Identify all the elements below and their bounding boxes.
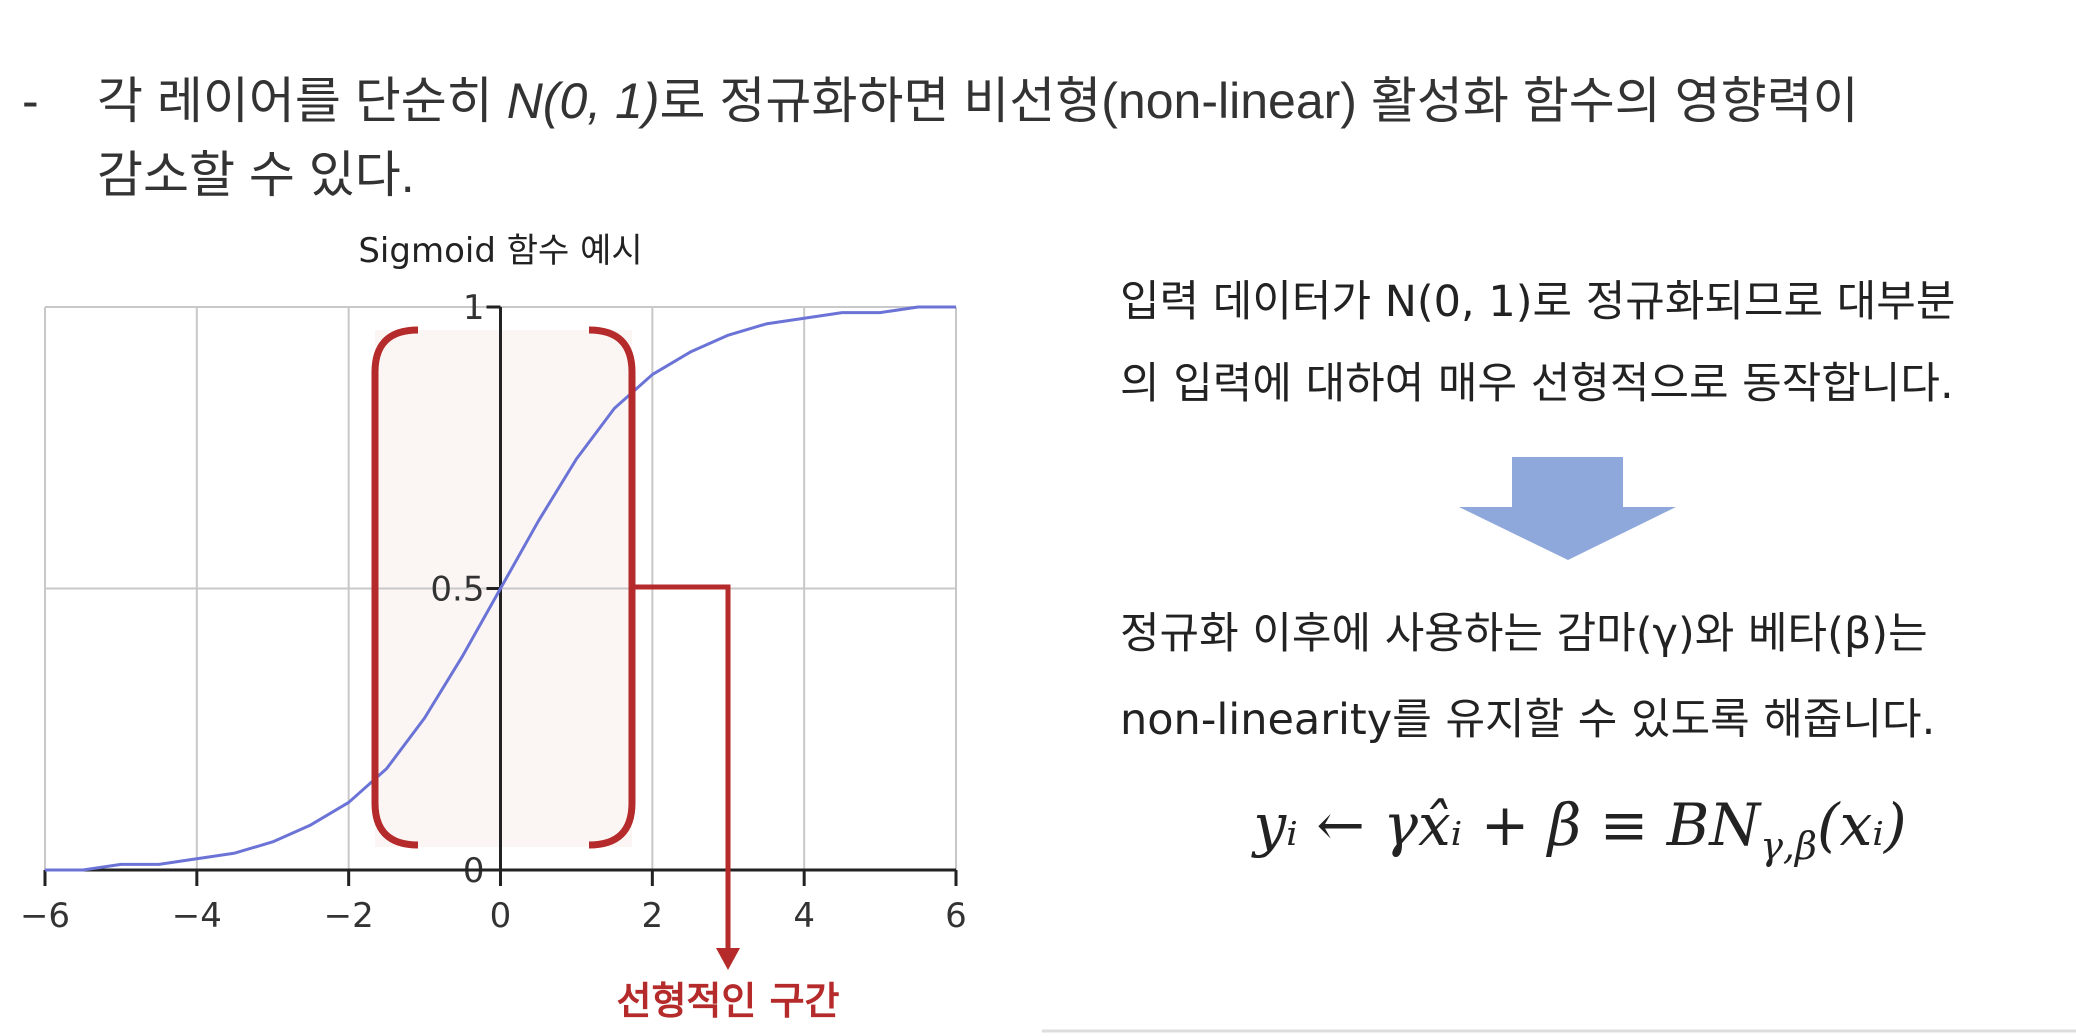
formula-part: yᵢ ← γx̂ᵢ + β ≡ BN xyxy=(1250,791,1762,859)
formula: yᵢ ← γx̂ᵢ + β ≡ BNγ,β(xᵢ) xyxy=(1250,791,1906,868)
chart: Sigmoid 함수 예시−6 −4 −2 0 2 4 600.51 xyxy=(20,231,967,936)
down-arrow xyxy=(1459,457,1676,560)
text: 각 레이어를 단순히 xyxy=(97,73,507,129)
y-tick-label: 0.5 xyxy=(430,570,484,610)
bullet-line: 감소할 수 있다. xyxy=(97,147,415,203)
x-tick-label: 6 xyxy=(945,896,967,936)
formula-subscript: γ,β xyxy=(1760,824,1817,868)
bullet-marker: - xyxy=(22,73,39,129)
formula-part: (xᵢ) xyxy=(1817,791,1907,859)
paragraph-line: 의 입력에 대하여 매우 선형적으로 동작합니다. xyxy=(1120,359,1954,409)
bracket xyxy=(371,326,419,849)
text: N(0, 1) xyxy=(507,73,660,129)
annotation: 선형적인 구간 xyxy=(617,979,840,1023)
bullet-line: 각 레이어를 단순히 N(0, 1)로 정규화하면 비선형(non-linear… xyxy=(97,73,1859,129)
y-tick-label: 1 xyxy=(463,288,485,328)
x-tick-label: 2 xyxy=(642,896,664,936)
paragraph-line: 입력 데이터가 N(0, 1)로 정규화되므로 대부분 xyxy=(1120,277,1955,327)
x-tick-label: 4 xyxy=(793,896,815,936)
text: 로 정규화하면 비선형(non-linear) 활성화 함수의 영향력이 xyxy=(660,73,1859,129)
x-tick-label: −4 xyxy=(172,896,222,936)
x-tick-label: −2 xyxy=(324,896,374,936)
x-tick-label: −6 xyxy=(20,896,70,936)
paragraph-line: 정규화 이후에 사용하는 감마(γ)와 베타(β)는 xyxy=(1120,609,1928,659)
chart-title: Sigmoid 함수 예시 xyxy=(358,231,642,271)
paragraph-line: non-linearity를 유지할 수 있도록 해줍니다. xyxy=(1120,695,1935,745)
connector xyxy=(632,584,731,950)
sigmoid-curve xyxy=(45,305,956,872)
x-tick-label: 0 xyxy=(490,896,512,936)
arrow-head xyxy=(716,948,740,970)
